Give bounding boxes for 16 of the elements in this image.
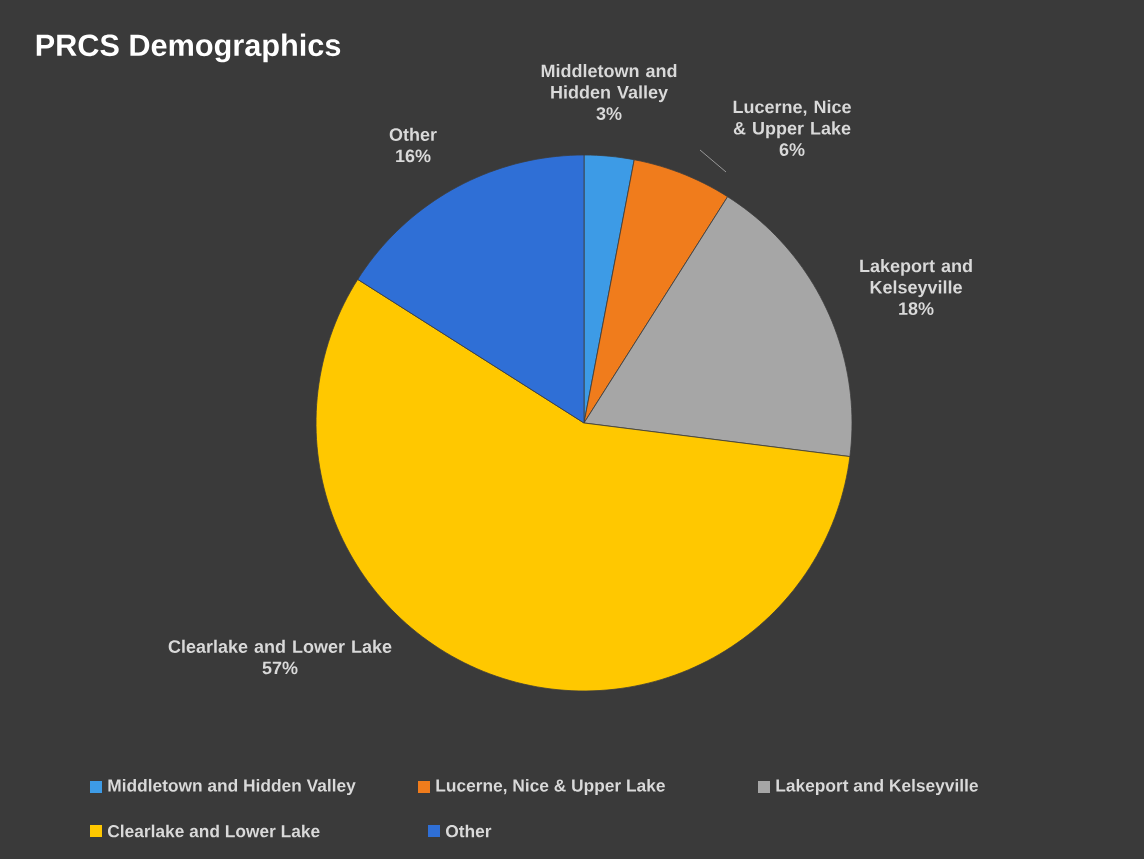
data-label: 18% — [899, 302, 934, 315]
legend-label: Other — [445, 824, 492, 838]
slice-label: Middletown and Hidden Valley — [541, 64, 677, 103]
data-label: 16% — [396, 149, 431, 163]
slice-label: Lucerne, Nice & Upper Lake — [733, 100, 851, 139]
legend-label: Clearlake and Lower Lake — [107, 824, 320, 838]
slice-label: Other — [389, 127, 437, 141]
legend-label: Middletown and Hidden Valley — [108, 778, 356, 796]
chart-title: PRCS Demographics — [36, 33, 341, 63]
data-label: 57% — [262, 661, 298, 675]
slice-label: Clearlake and Lower Lake — [168, 639, 392, 653]
legend-label: Lakeport and Kelseyville — [776, 778, 978, 796]
legend-label: Lucerne, Nice & Upper Lake — [436, 778, 665, 796]
data-label: 6% — [779, 143, 805, 156]
data-label: 3% — [596, 107, 622, 120]
slice-label: Lakeport and Kelseyville — [860, 259, 972, 298]
